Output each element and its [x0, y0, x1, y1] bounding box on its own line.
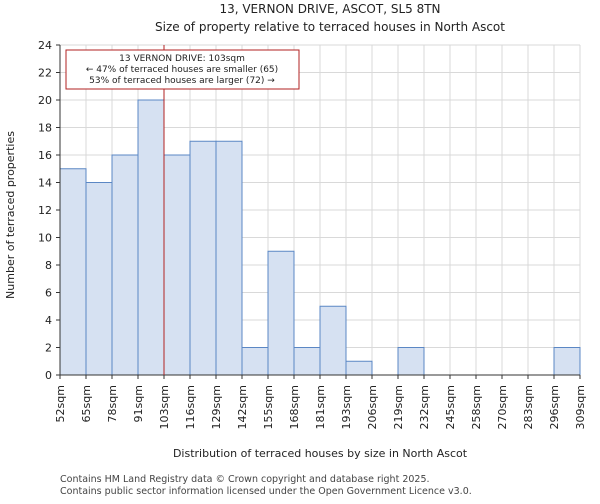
bar-52sqm	[59, 168, 87, 376]
bar-181sqm	[319, 305, 347, 376]
bar-142sqm	[241, 347, 269, 376]
y-tick-label-14: 14	[38, 177, 52, 190]
x-tick-label-283sqm: 283sqm	[522, 385, 535, 429]
bar-155sqm	[267, 250, 295, 376]
y-tick-label-24: 24	[38, 39, 52, 52]
bar-65sqm	[85, 182, 113, 376]
y-tick-label-0: 0	[45, 369, 52, 382]
x-tick-label-245sqm: 245sqm	[444, 385, 457, 429]
annotation-line-3: 53% of terraced houses are larger (72) →	[89, 76, 275, 86]
y-tick-label-16: 16	[38, 149, 52, 162]
x-tick-labels: 52sqm 65sqm 78sqm 91sqm 103sqm 116sqm 129sqm 14…	[54, 385, 587, 429]
x-tick-label-52sqm: 52sqm	[54, 385, 67, 422]
x-tick-label-155sqm: 155sqm	[262, 385, 275, 429]
x-tick-label-296sqm: 296sqm	[548, 385, 561, 429]
x-tick-label-103sqm: 103sqm	[158, 385, 171, 429]
x-tick-label-270sqm: 270sqm	[496, 385, 509, 429]
annotation-line-2: ← 47% of terraced houses are smaller (65…	[86, 65, 278, 75]
bar-129sqm	[215, 140, 243, 376]
x-tick-label-65sqm: 65sqm	[80, 385, 93, 422]
bar-103sqm	[163, 154, 191, 376]
y-tick-label-2: 2	[45, 342, 52, 355]
footer-line-2: Contains public sector information licen…	[60, 486, 472, 497]
x-tick-label-91sqm: 91sqm	[132, 385, 145, 422]
bar-78sqm	[111, 154, 139, 376]
x-tick-label-309sqm: 309sqm	[574, 385, 587, 429]
bar-168sqm	[293, 347, 321, 376]
x-tick-label-181sqm: 181sqm	[314, 385, 327, 429]
chart-subtitle: Size of property relative to terraced ho…	[155, 20, 505, 34]
x-tick-label-258sqm: 258sqm	[470, 385, 483, 429]
y-tick-label-12: 12	[38, 204, 52, 217]
axes	[56, 44, 581, 379]
footer-line-1: Contains HM Land Registry data © Crown c…	[60, 474, 430, 485]
y-axis-label: Number of terraced properties	[4, 131, 17, 299]
x-tick-label-78sqm: 78sqm	[106, 385, 119, 422]
bars	[59, 99, 581, 376]
bar-296sqm	[553, 347, 581, 376]
annotation-box: 13 VERNON DRIVE: 103sqm ← 47% of terrace…	[65, 49, 300, 90]
x-axis-label: Distribution of terraced houses by size …	[173, 447, 468, 460]
bar-193sqm	[345, 360, 373, 376]
x-tick-label-129sqm: 129sqm	[210, 385, 223, 429]
annotation-line-1: 13 VERNON DRIVE: 103sqm	[119, 54, 245, 64]
chart-title: 13, VERNON DRIVE, ASCOT, SL5 8TN	[219, 2, 440, 16]
y-tick-label-6: 6	[45, 287, 52, 300]
y-tick-label-8: 8	[45, 259, 52, 272]
annotation-border	[65, 49, 300, 90]
x-tick-label-168sqm: 168sqm	[288, 385, 301, 429]
y-tick-label-18: 18	[38, 122, 52, 135]
x-tick-label-206sqm: 206sqm	[366, 385, 379, 429]
x-tick-label-232sqm: 232sqm	[418, 385, 431, 429]
x-tick-label-219sqm: 219sqm	[392, 385, 405, 429]
y-tick-label-22: 22	[38, 67, 52, 80]
y-tick-label-10: 10	[38, 232, 52, 245]
x-tick-label-142sqm: 142sqm	[236, 385, 249, 429]
y-tick-label-4: 4	[45, 314, 52, 327]
y-tick-label-20: 20	[38, 94, 52, 107]
bar-219sqm	[397, 347, 425, 376]
bar-116sqm	[189, 140, 217, 376]
bar-91sqm	[137, 99, 165, 376]
x-tick-label-116sqm: 116sqm	[184, 385, 197, 429]
x-tick-label-193sqm: 193sqm	[340, 385, 353, 429]
